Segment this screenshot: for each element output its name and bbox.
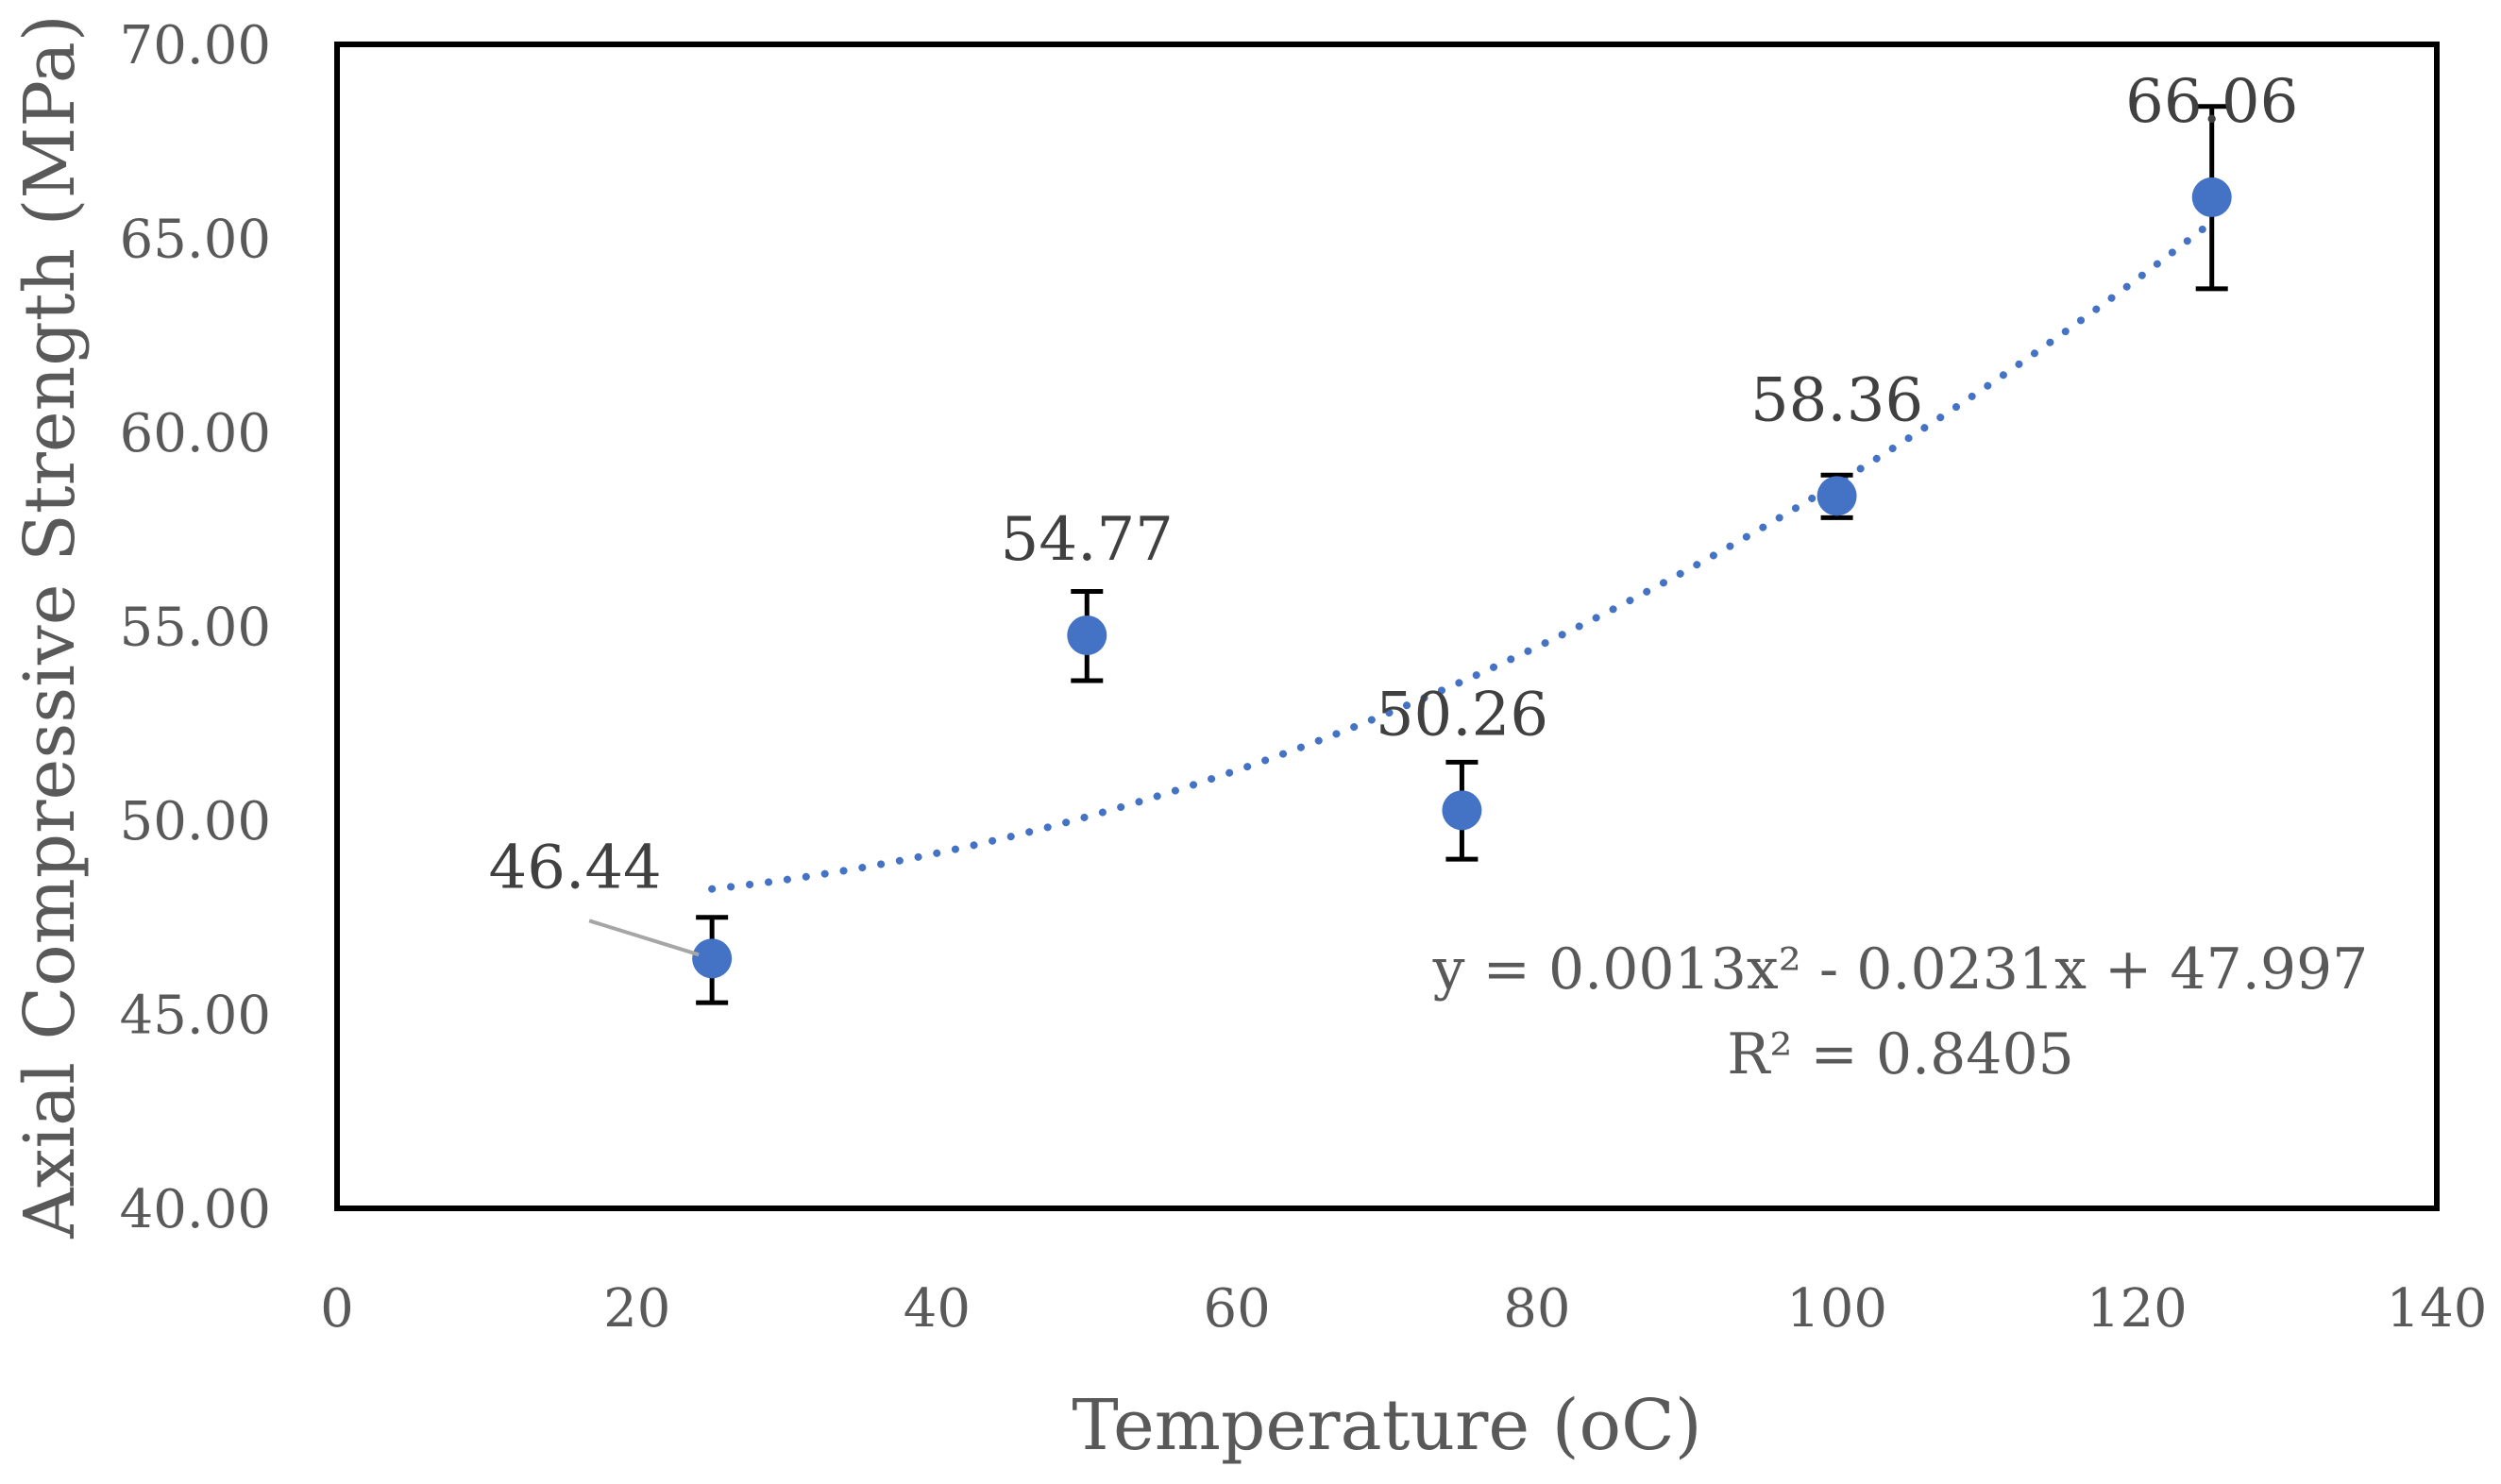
x-tick-label: 120 xyxy=(2087,1278,2188,1340)
x-tick-label: 60 xyxy=(1204,1278,1271,1340)
data-point-layer xyxy=(692,177,2232,979)
x-tick-label: 140 xyxy=(2387,1278,2488,1340)
x-axis-title: Temperature (oC) xyxy=(1072,1385,1701,1466)
data-label: 50.26 xyxy=(1376,680,1548,750)
trendline-r-squared: R² = 0.8405 xyxy=(1727,1021,2074,1088)
data-label-layer: 46.44 54.77 50.26 58.36 66.06 xyxy=(489,67,2298,957)
trendline-equation: y = 0.0013x² - 0.0231x + 47.997 xyxy=(1432,936,2369,1003)
data-point xyxy=(1442,790,1482,831)
plot-area-frame xyxy=(334,42,2440,1211)
data-point xyxy=(2191,177,2232,217)
data-label: 58.36 xyxy=(1750,365,1923,435)
y-tick-label: 70.00 xyxy=(120,15,271,76)
data-label: 66.06 xyxy=(2125,67,2298,137)
data-label: 54.77 xyxy=(1001,505,1174,575)
y-tick-label: 55.00 xyxy=(120,598,271,659)
x-tick-label: 100 xyxy=(1786,1278,1887,1340)
trendline-path xyxy=(708,218,2216,893)
x-tick-label: 40 xyxy=(904,1278,971,1340)
y-tick-label: 45.00 xyxy=(120,986,271,1047)
x-tick-label: 0 xyxy=(320,1278,354,1340)
y-axis-title: Axial Compressive Strength (MPa) xyxy=(9,14,91,1239)
x-tick-label: 20 xyxy=(603,1278,670,1340)
data-point xyxy=(692,938,733,979)
data-point xyxy=(1817,476,1857,516)
trendline-layer xyxy=(708,218,2216,893)
x-tick-label: 80 xyxy=(1503,1278,1570,1340)
y-tick-label: 50.00 xyxy=(120,791,271,852)
y-tick-label: 65.00 xyxy=(120,210,271,271)
y-tick-label: 40.00 xyxy=(120,1179,271,1240)
data-label: 46.44 xyxy=(489,833,662,902)
data-point xyxy=(1067,615,1107,655)
data-label-leader xyxy=(588,919,700,957)
error-bar-layer xyxy=(696,104,2228,1005)
y-tick-label: 60.00 xyxy=(120,403,271,464)
tick-label-layer: 0 20 40 60 80 100 120 140 40.00 45.00 50.00 55.00 60… xyxy=(120,15,2488,1340)
